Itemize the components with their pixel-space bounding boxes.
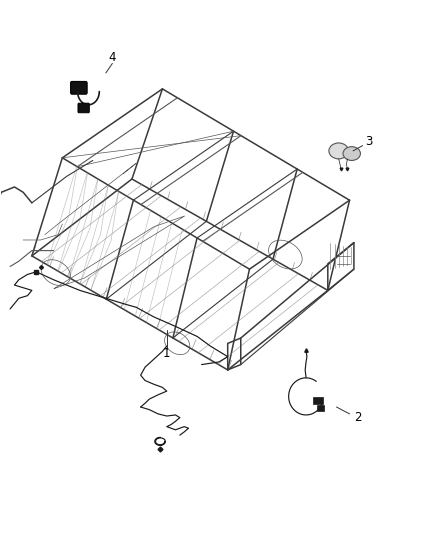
FancyBboxPatch shape xyxy=(317,406,324,411)
FancyBboxPatch shape xyxy=(78,103,89,113)
FancyBboxPatch shape xyxy=(313,397,322,405)
Text: 3: 3 xyxy=(365,135,373,148)
Text: 4: 4 xyxy=(109,51,116,63)
Ellipse shape xyxy=(343,147,360,160)
Text: 2: 2 xyxy=(354,411,362,424)
FancyBboxPatch shape xyxy=(71,82,87,94)
Text: 1: 1 xyxy=(163,348,170,360)
Ellipse shape xyxy=(329,143,349,159)
